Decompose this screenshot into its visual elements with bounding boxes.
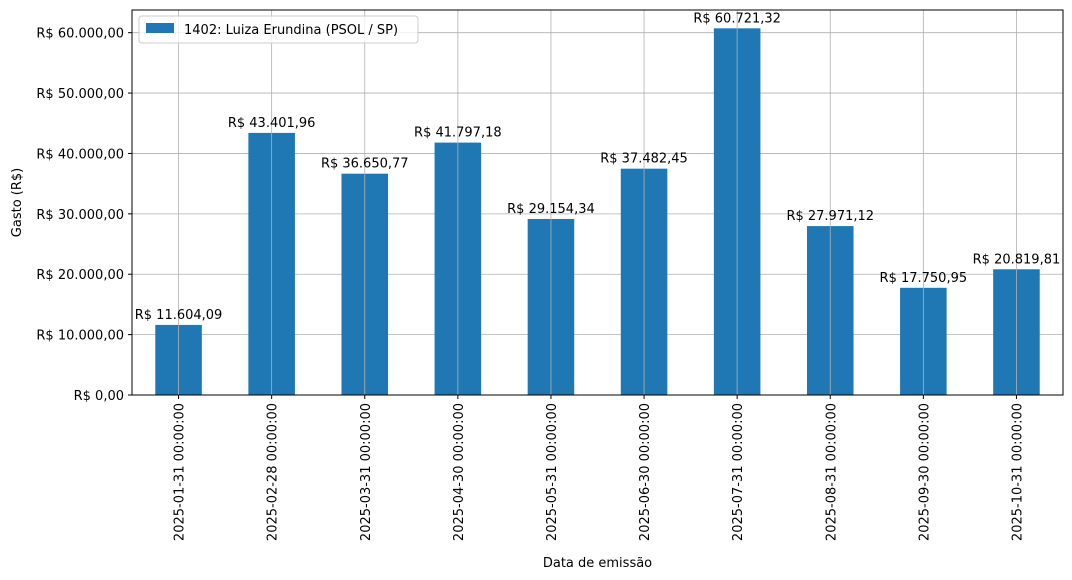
y-tick-label: R$ 60.000,00	[36, 27, 124, 42]
y-tick-label: R$ 10.000,00	[36, 329, 124, 344]
bar-value-label: R$ 27.971,12	[786, 209, 874, 224]
y-axis-title: Gasto (R$)	[10, 168, 25, 237]
legend: 1402: Luiza Erundina (PSOL / SP)	[138, 15, 419, 44]
legend-box	[138, 15, 419, 44]
x-tick-label: 2025-01-31 00:00:00	[173, 403, 188, 541]
bar-value-label: R$ 36.650,77	[321, 157, 409, 172]
x-tick-label: 2025-02-28 00:00:00	[266, 403, 281, 541]
bar-value-label: R$ 41.797,18	[414, 126, 502, 141]
bars	[155, 28, 1040, 395]
y-tick-label: R$ 40.000,00	[36, 147, 124, 162]
x-tick-label: 2025-07-31 00:00:00	[731, 403, 746, 541]
x-axis: 2025-01-31 00:00:00 2025-02-28 00:00:00 20…	[173, 395, 1025, 541]
x-tick-label: 2025-03-31 00:00:00	[359, 403, 374, 541]
x-tick-label: 2025-09-30 00:00:00	[917, 403, 932, 541]
x-tick-label: 2025-10-31 00:00:00	[1010, 403, 1025, 541]
bar-value-label: R$ 43.401,96	[228, 116, 316, 131]
x-tick-label: 2025-04-30 00:00:00	[452, 403, 467, 541]
bar-value-label: R$ 11.604,09	[135, 308, 223, 323]
x-grid	[178, 10, 1017, 395]
bar-value-label: R$ 20.819,81	[973, 252, 1061, 267]
data-labels: R$ 11.604,09 R$ 43.401,96 R$ 36.650,77 R$ 4…	[135, 11, 1061, 323]
plot-frame	[131, 9, 1064, 396]
x-tick-label: 2025-08-31 00:00:00	[824, 403, 839, 541]
x-tick-label: 2025-06-30 00:00:00	[638, 403, 653, 541]
legend-label: 1402: Luiza Erundina (PSOL / SP)	[184, 23, 398, 38]
y-axis: R$ 0,00 R$ 10.000,00 R$ 20.000,00 R$ 30.000…	[36, 27, 132, 404]
x-axis-title: Data de emissão	[543, 556, 652, 571]
y-tick-label: R$ 30.000,00	[36, 208, 124, 223]
y-tick-label: R$ 20.000,00	[36, 268, 124, 283]
bar-value-label: R$ 37.482,45	[600, 152, 688, 167]
bar-value-label: R$ 60.721,32	[693, 11, 781, 26]
bar-value-label: R$ 17.750,95	[880, 271, 968, 286]
y-tick-label: R$ 0,00	[74, 389, 124, 404]
legend-swatch	[146, 23, 174, 33]
bar-value-label: R$ 29.154,34	[507, 202, 595, 217]
x-tick-label: 2025-05-31 00:00:00	[545, 403, 560, 541]
y-tick-label: R$ 50.000,00	[36, 87, 124, 102]
